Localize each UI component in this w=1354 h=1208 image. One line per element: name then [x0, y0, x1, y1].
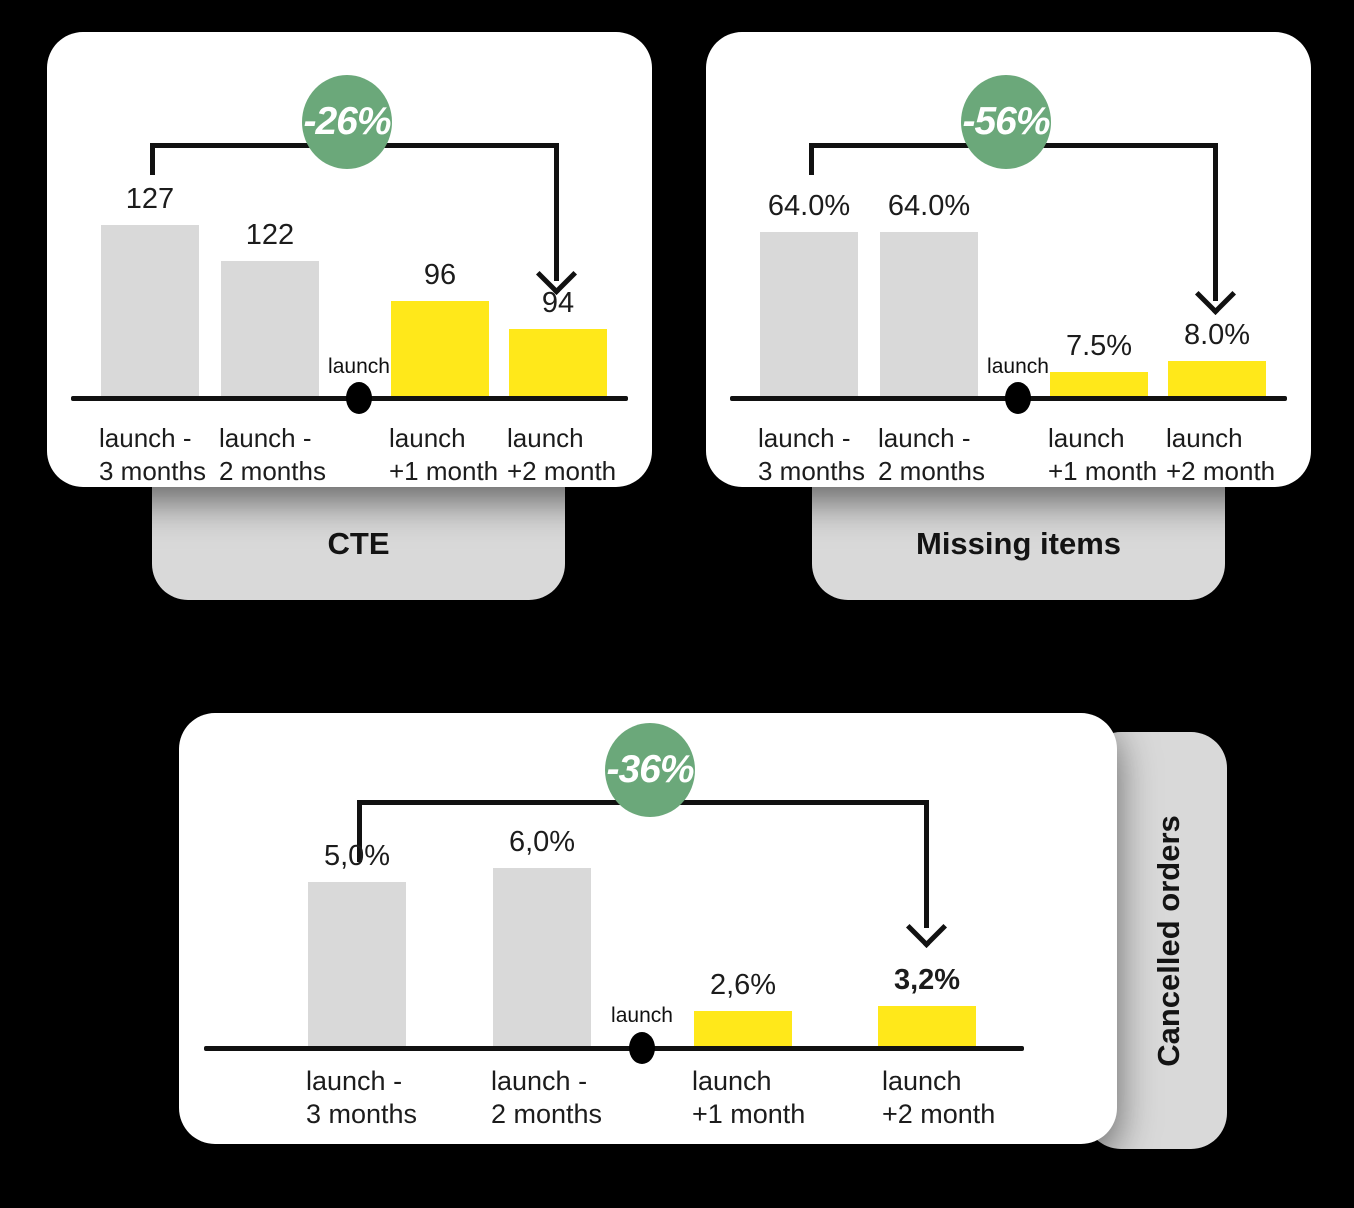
x-tick-label: launch -3 months [758, 423, 865, 486]
bar [878, 1006, 976, 1046]
bar [391, 301, 489, 396]
x-tick-label: launch +1 month [389, 423, 499, 486]
bar [308, 882, 406, 1046]
bracket-arrow-line [1213, 143, 1218, 301]
launch-marker-dot [629, 1032, 655, 1064]
bar-value-label: 122 [245, 219, 295, 251]
bar-group: 122 [221, 219, 319, 396]
bar-group: 96 [391, 259, 489, 396]
bar-value-label: 7.5% [1065, 330, 1133, 362]
bracket-left-tick [357, 800, 362, 862]
launch-marker-dot [1005, 382, 1031, 414]
launch-marker-label: launch [987, 355, 1049, 378]
bar [509, 329, 607, 396]
change-badge: -56% [961, 75, 1051, 169]
x-tick-label: launch -3 months [99, 423, 206, 486]
arrow-down-icon [1194, 273, 1237, 316]
bar-group: 6,0% [493, 826, 591, 1046]
launch-marker-label: launch [611, 1004, 673, 1027]
chart-card-cancelled-orders: -36% 5,0% 6,0% 2,6% 3,2% launch launch -… [179, 713, 1117, 1144]
bar-group: 5,0% [308, 840, 406, 1046]
launch-marker-label: launch [328, 355, 390, 378]
bar-group: 127 [101, 183, 199, 396]
bar-value-label: 5,0% [323, 840, 391, 872]
bar-value-label: 94 [541, 287, 575, 319]
bar-value-label: 64.0% [887, 190, 971, 222]
arrow-down-icon [905, 906, 948, 949]
x-tick-label: launch +2 month [507, 423, 617, 486]
bar [1168, 361, 1266, 396]
chart-title: Cancelled orders [1150, 814, 1186, 1067]
launch-marker-dot [346, 382, 372, 414]
x-tick-label: launch +1 month [692, 1066, 806, 1129]
bracket-arrow-line [924, 800, 929, 928]
bracket-arrow-line [554, 143, 559, 281]
bar-value-label: 3,2% [893, 964, 961, 996]
bar-value-label: 2,6% [709, 969, 777, 1001]
x-tick-label: launch -2 months [219, 423, 326, 486]
bar [1050, 372, 1148, 396]
bar-value-label: 6,0% [508, 826, 576, 858]
bar-group: 94 [509, 287, 607, 396]
x-tick-label: launch -2 months [878, 423, 985, 486]
bar-group: 8.0% [1168, 319, 1266, 396]
bar [101, 225, 199, 396]
x-tick-label: launch +2 month [882, 1066, 996, 1129]
bar-value-label: 127 [125, 183, 175, 215]
bracket-left-tick [809, 143, 814, 175]
change-badge: -36% [605, 723, 695, 817]
x-tick-label: launch -2 months [491, 1066, 603, 1129]
bar [694, 1011, 792, 1046]
x-tick-label: launch -3 months [306, 1066, 418, 1129]
bar-group: 64.0% [760, 190, 858, 396]
bar-group: 2,6% [694, 969, 792, 1046]
bar [493, 868, 591, 1046]
bar [880, 232, 978, 396]
bar [221, 261, 319, 396]
bar-value-label: 64.0% [767, 190, 851, 222]
bar [760, 232, 858, 396]
bar-value-label: 96 [423, 259, 457, 291]
chart-title: CTE [327, 525, 390, 561]
bracket-left-tick [150, 143, 155, 175]
x-tick-label: launch +1 month [1048, 423, 1158, 486]
bar-group: 7.5% [1050, 330, 1148, 396]
chart-title: Missing items [916, 525, 1121, 561]
x-tick-label: launch +2 month [1166, 423, 1276, 486]
x-axis-line [204, 1046, 1024, 1051]
change-badge: -26% [302, 75, 392, 169]
bar-value-label: 8.0% [1183, 319, 1251, 351]
chart-card-cte: -26% 127 122 96 94 launch launch -3 mont… [47, 32, 652, 487]
bar-group: 64.0% [880, 190, 978, 396]
chart-card-missing-items: -56% 64.0% 64.0% 7.5% 8.0% launch launch… [706, 32, 1311, 487]
bar-group: 3,2% [878, 964, 976, 1046]
